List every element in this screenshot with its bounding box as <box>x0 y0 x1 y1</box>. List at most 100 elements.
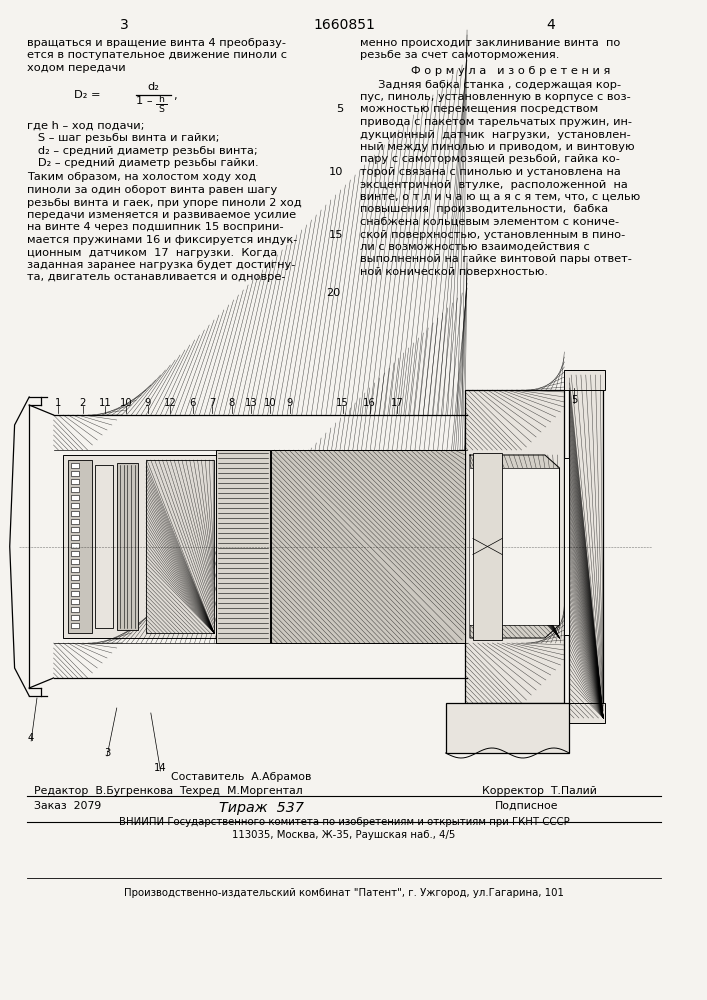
Text: где h – ход подачи;: где h – ход подачи; <box>28 120 145 130</box>
Text: ется в поступательное движение пиноли с: ется в поступательное движение пиноли с <box>28 50 287 60</box>
Text: передачи изменяется и развиваемое усилие: передачи изменяется и развиваемое усилие <box>28 210 296 220</box>
Bar <box>71 463 78 468</box>
Text: эксцентричной  втулке,  расположенной  на: эксцентричной втулке, расположенной на <box>360 180 628 190</box>
Bar <box>54 643 467 678</box>
Text: 9: 9 <box>145 398 151 408</box>
Text: Подписное: Подписное <box>496 801 559 811</box>
Bar <box>71 471 78 476</box>
Text: ,: , <box>173 91 177 101</box>
Text: 6: 6 <box>189 398 196 408</box>
Text: повышения  производительности,  бабка: повышения производительности, бабка <box>360 205 608 215</box>
Text: заданная заранее нагрузка будет достигну-: заданная заранее нагрузка будет достигну… <box>28 260 296 270</box>
Text: снабжена кольцевым элементом с кониче-: снабжена кольцевым элементом с кониче- <box>360 217 619 227</box>
Text: 14: 14 <box>154 763 167 773</box>
Text: h: h <box>158 95 165 104</box>
Text: 17: 17 <box>390 398 404 408</box>
Text: Составитель  А.Абрамов: Составитель А.Абрамов <box>170 772 311 782</box>
Text: 4: 4 <box>546 18 555 32</box>
Text: ный между пинолью и приводом, и винтовую: ный между пинолью и приводом, и винтовую <box>360 142 635 152</box>
Bar <box>564 458 569 635</box>
Text: 16: 16 <box>363 398 376 408</box>
Text: ходом передачи: ходом передачи <box>28 63 126 73</box>
Bar <box>216 450 269 643</box>
Text: 9: 9 <box>287 398 293 408</box>
Text: 11: 11 <box>99 398 112 408</box>
Text: мается пружинами 16 и фиксируется индук-: мается пружинами 16 и фиксируется индук- <box>28 235 298 245</box>
Text: Ф о р м у л а   и з о б р е т е н и я: Ф о р м у л а и з о б р е т е н и я <box>411 66 611 76</box>
Text: выполненной на гайке винтовой пары ответ-: выполненной на гайке винтовой пары ответ… <box>360 254 632 264</box>
Bar <box>71 583 78 588</box>
Text: ционным  датчиком  17  нагрузки.  Когда: ционным датчиком 17 нагрузки. Когда <box>28 247 277 257</box>
Bar <box>71 559 78 564</box>
Text: 2: 2 <box>79 398 86 408</box>
Bar <box>71 487 78 492</box>
Text: вращаться и вращение винта 4 преобразу-: вращаться и вращение винта 4 преобразу- <box>28 38 286 48</box>
Bar <box>146 460 214 633</box>
Bar <box>95 465 113 628</box>
Text: 15: 15 <box>336 398 349 408</box>
Text: Таким образом, на холостом ходу ход: Таким образом, на холостом ходу ход <box>28 172 257 182</box>
Bar <box>465 390 564 703</box>
Text: 1660851: 1660851 <box>313 18 375 32</box>
Text: D₂ =: D₂ = <box>74 91 100 101</box>
Text: 1 –: 1 – <box>136 97 153 106</box>
Text: S: S <box>158 104 165 113</box>
Text: 5: 5 <box>337 104 344 114</box>
Text: Редактор  В.Бугренкова: Редактор В.Бугренкова <box>35 786 173 796</box>
Text: 4: 4 <box>28 733 34 743</box>
Bar <box>71 527 78 532</box>
Text: дукционный  датчик  нагрузки,  установлен-: дукционный датчик нагрузки, установлен- <box>360 129 631 139</box>
Bar <box>71 575 78 580</box>
Bar <box>271 450 465 643</box>
Bar <box>71 551 78 556</box>
Text: привода с пакетом тарельчатых пружин, ин-: привода с пакетом тарельчатых пружин, ин… <box>360 117 632 127</box>
Bar <box>146 460 214 633</box>
Text: пиноли за один оборот винта равен шагу: пиноли за один оборот винта равен шагу <box>28 185 277 195</box>
Bar <box>71 615 78 620</box>
Text: 15: 15 <box>329 230 344 239</box>
Text: ли с возможностью взаимодействия с: ли с возможностью взаимодействия с <box>360 242 590 252</box>
Bar <box>71 535 78 540</box>
Bar <box>71 607 78 612</box>
Text: 10: 10 <box>120 398 133 408</box>
Bar <box>564 703 605 723</box>
Text: 12: 12 <box>164 398 177 408</box>
Polygon shape <box>470 455 559 638</box>
Text: винте, о т л и ч а ю щ а я с я тем, что, с целью: винте, о т л и ч а ю щ а я с я тем, что,… <box>360 192 641 202</box>
Text: на винте 4 через подшипник 15 восприни-: на винте 4 через подшипник 15 восприни- <box>28 223 284 232</box>
Text: 1: 1 <box>55 398 62 408</box>
Bar <box>569 375 603 718</box>
Bar <box>465 643 564 703</box>
Text: менно происходит заклинивание винта  по: менно происходит заклинивание винта по <box>360 38 620 48</box>
Text: ской поверхностью, установленным в пино-: ской поверхностью, установленным в пино- <box>360 230 625 239</box>
Text: пару с самотормозящей резьбой, гайка ко-: пару с самотормозящей резьбой, гайка ко- <box>360 154 620 164</box>
Text: та, двигатель останавливается и одновре-: та, двигатель останавливается и одновре- <box>28 272 286 282</box>
Bar <box>54 415 467 450</box>
Text: 5: 5 <box>571 395 578 405</box>
Bar <box>71 623 78 628</box>
Bar <box>71 495 78 500</box>
Bar <box>71 543 78 548</box>
Bar <box>71 599 78 604</box>
Bar <box>465 390 564 450</box>
Text: D₂ – средний диаметр резьбы гайки.: D₂ – средний диаметр резьбы гайки. <box>28 158 259 168</box>
Text: d₂: d₂ <box>148 83 160 93</box>
Text: Корректор  Т.Палий: Корректор Т.Палий <box>481 786 597 796</box>
Bar <box>68 460 93 633</box>
Bar <box>71 567 78 572</box>
Bar <box>470 468 559 625</box>
Text: 13: 13 <box>245 398 257 408</box>
Bar <box>117 463 138 630</box>
Text: Заказ  2079: Заказ 2079 <box>35 801 102 811</box>
Text: торой связана с пинолью и установлена на: торой связана с пинолью и установлена на <box>360 167 621 177</box>
Text: d₂ – средний диаметр резьбы винта;: d₂ – средний диаметр резьбы винта; <box>28 145 258 155</box>
Text: резьбы винта и гаек, при упоре пиноли 2 ход: резьбы винта и гаек, при упоре пиноли 2 … <box>28 198 302 208</box>
Text: 3: 3 <box>119 18 128 32</box>
Text: резьбе за счет самоторможения.: резьбе за счет самоторможения. <box>360 50 559 60</box>
Text: S – шаг резьбы винта и гайки;: S – шаг резьбы винта и гайки; <box>28 133 220 143</box>
Text: 10: 10 <box>264 398 277 408</box>
Text: Тираж  537: Тираж 537 <box>219 801 304 815</box>
Text: Техред  М.Моргентал: Техред М.Моргентал <box>179 786 303 796</box>
Text: Задняя бабка станка , содержащая кор-: Задняя бабка станка , содержащая кор- <box>360 80 621 90</box>
Bar <box>445 703 569 753</box>
